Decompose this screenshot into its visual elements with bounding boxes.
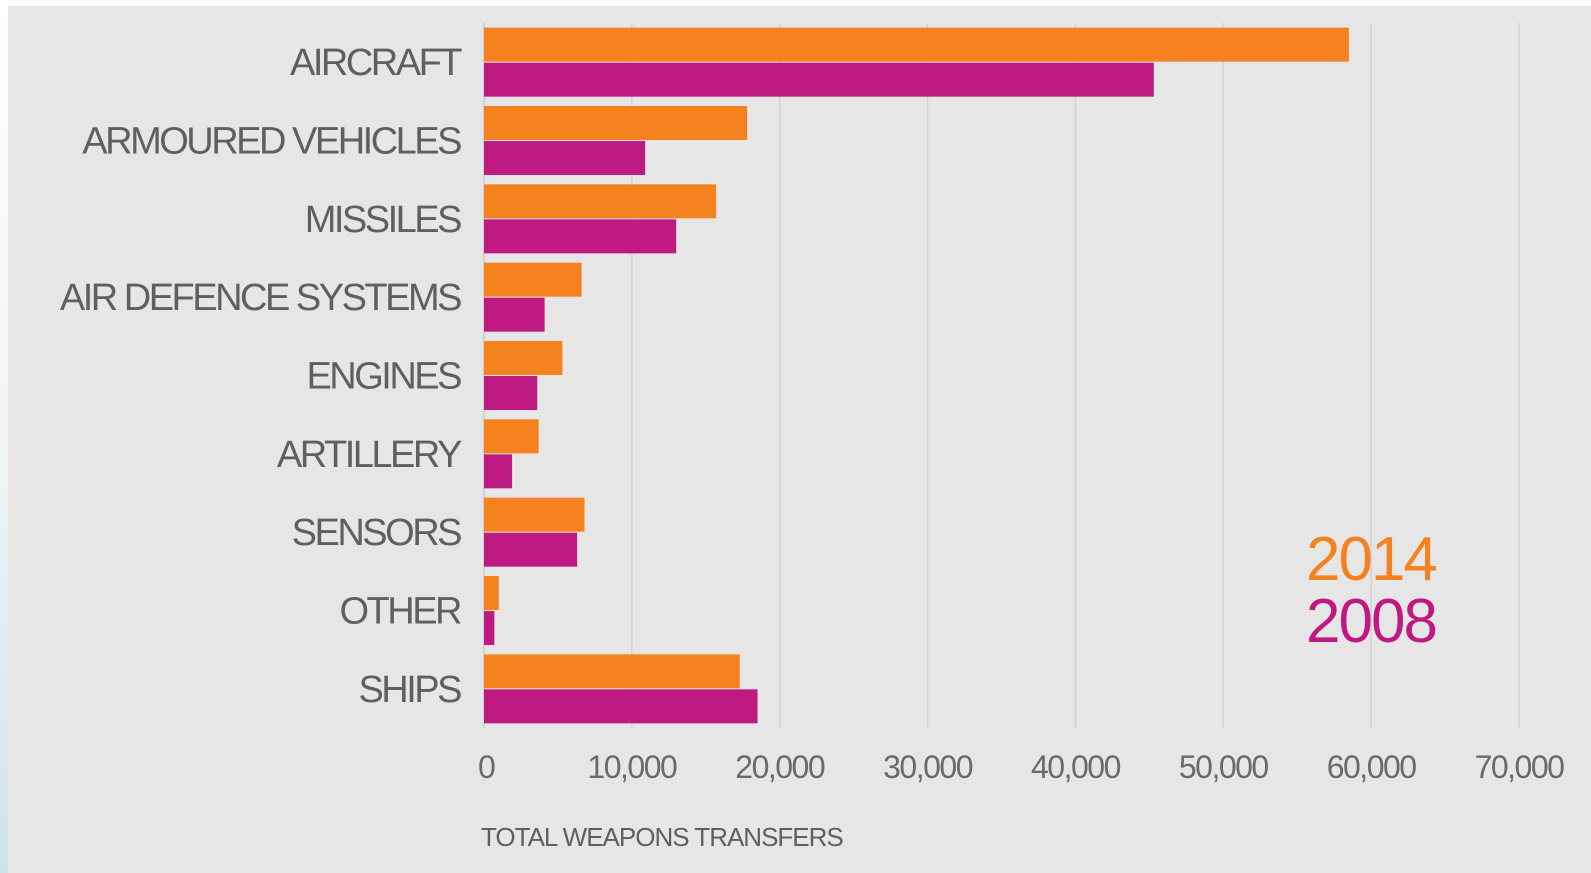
category-labels: AIRCRAFT ARMOURED VEHICLES MISSILES AIR DEF… — [60, 42, 465, 711]
bar-2014-ships — [484, 654, 740, 689]
category-label: AIRCRAFT — [290, 42, 462, 84]
bar-2014-aircraft — [484, 27, 1349, 62]
category-label: OTHER — [340, 591, 462, 633]
edge-strip — [0, 0, 8, 873]
category-label: SHIPS — [358, 669, 461, 711]
x-tick-label: 70,000 — [1475, 749, 1565, 785]
bar-2014-air-defence-systems — [484, 262, 582, 297]
bar-2008-aircraft — [484, 62, 1154, 97]
bar-2008-armoured-vehicles — [484, 141, 646, 175]
bar-2008-engines — [484, 376, 538, 410]
bars — [484, 27, 1349, 724]
x-tick-label: 20,000 — [735, 749, 825, 785]
category-label: AIR DEFENCE SYSTEMS — [60, 277, 461, 319]
x-tick-label: 10,000 — [587, 749, 677, 785]
bar-2014-other — [484, 576, 499, 610]
bar-2014-sensors — [484, 497, 585, 532]
x-tick-label: 60,000 — [1327, 749, 1417, 785]
bar-2014-engines — [484, 341, 563, 375]
bar-2014-artillery — [484, 419, 539, 454]
bar-2014-missiles — [484, 184, 717, 219]
category-label: ENGINES — [306, 356, 461, 398]
x-tick-label: 40,000 — [1031, 749, 1121, 785]
category-label: SENSORS — [292, 512, 461, 554]
category-label: MISSILES — [305, 199, 461, 241]
bar-2008-other — [484, 611, 495, 645]
chart-panel — [8, 6, 1591, 873]
bar-2008-artillery — [484, 454, 513, 489]
bar-2008-air-defence-systems — [484, 297, 545, 332]
x-tick-label: 50,000 — [1179, 749, 1269, 785]
x-tick-label: 0 — [478, 749, 495, 785]
gridlines — [483, 23, 1520, 728]
legend-label-2014: 2014 — [1306, 525, 1436, 594]
bar-2008-ships — [484, 689, 758, 724]
bar-2008-sensors — [484, 532, 578, 567]
category-label: ARTILLERY — [277, 434, 462, 476]
category-label: ARMOURED VEHICLES — [82, 121, 461, 163]
legend-label-2008: 2008 — [1306, 587, 1436, 656]
bar-2008-missiles — [484, 219, 677, 254]
bar-2014-armoured-vehicles — [484, 106, 748, 140]
x-tick-labels: 0 10,000 20,000 30,000 40,000 50,000 60,000 70,… — [478, 749, 1566, 785]
x-tick-label: 30,000 — [883, 749, 973, 785]
x-axis-title: TOTAL WEAPONS TRANSFERS — [481, 822, 843, 852]
